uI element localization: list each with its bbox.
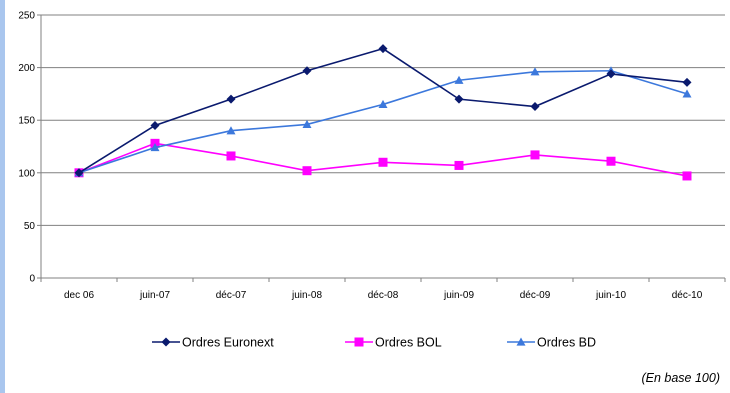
legend-label: Ordres BOL [375, 336, 442, 350]
y-tick-label: 250 [18, 11, 35, 22]
y-tick-labels: 0 50 100 150 200 250 [18, 11, 35, 285]
x-tick-label: dec 06 [64, 290, 94, 301]
data-point [150, 143, 160, 152]
data-point [606, 69, 616, 79]
data-point [74, 168, 84, 178]
x-tick-label: juin-08 [291, 290, 322, 301]
legend-label: Ordres BD [537, 336, 596, 350]
series-line [78, 69, 688, 174]
data-point [378, 44, 388, 54]
axes [37, 14, 726, 282]
footnote: (En base 100) [641, 371, 720, 385]
y-tick-label: 150 [18, 116, 35, 127]
data-point [150, 120, 160, 130]
x-tick-label: déc-10 [672, 290, 703, 301]
data-point [606, 156, 616, 166]
legend-marker [161, 337, 171, 347]
data-point [682, 171, 692, 181]
data-point [454, 75, 464, 84]
data-point [378, 99, 388, 109]
data-point [302, 166, 312, 176]
data-point [226, 151, 236, 161]
data-point [226, 94, 236, 104]
data-point [682, 77, 692, 87]
x-tick-labels: dec 06 juin-07 déc-07 juin-08 déc-08 juin-09 d… [64, 290, 703, 301]
legend-label: Ordres Euronext [182, 336, 274, 350]
data-point [530, 150, 540, 160]
data-point [226, 126, 236, 135]
legend: Ordres Euronext Ordres BOL Ordres BD [152, 336, 596, 350]
x-tick-label: juin-07 [139, 290, 170, 301]
x-tick-label: juin-09 [443, 290, 474, 301]
x-tick-label: déc-07 [216, 290, 247, 301]
legend-item: Ordres BOL [345, 336, 442, 350]
data-point [302, 119, 312, 129]
data-point [530, 102, 540, 112]
legend-marker [354, 337, 364, 347]
x-tick-label: déc-08 [368, 290, 399, 301]
y-tick-label: 100 [18, 168, 35, 179]
left-accent-bar [0, 0, 5, 393]
data-point [378, 157, 388, 167]
data-point [530, 67, 540, 76]
y-tick-label: 50 [24, 221, 36, 232]
legend-marker [516, 337, 526, 346]
data-point [682, 89, 692, 98]
x-tick-label: déc-09 [520, 290, 551, 301]
series-ordres-euronext [74, 44, 692, 178]
y-tick-label: 200 [18, 63, 35, 74]
data-point [454, 160, 464, 170]
y-tick-label: 0 [29, 274, 35, 285]
x-tick-label: juin-10 [595, 290, 626, 301]
series-lines [74, 44, 692, 181]
legend-item: Ordres BD [507, 336, 596, 350]
legend-item: Ordres Euronext [152, 336, 274, 350]
data-point [454, 94, 464, 104]
data-point [302, 66, 312, 76]
